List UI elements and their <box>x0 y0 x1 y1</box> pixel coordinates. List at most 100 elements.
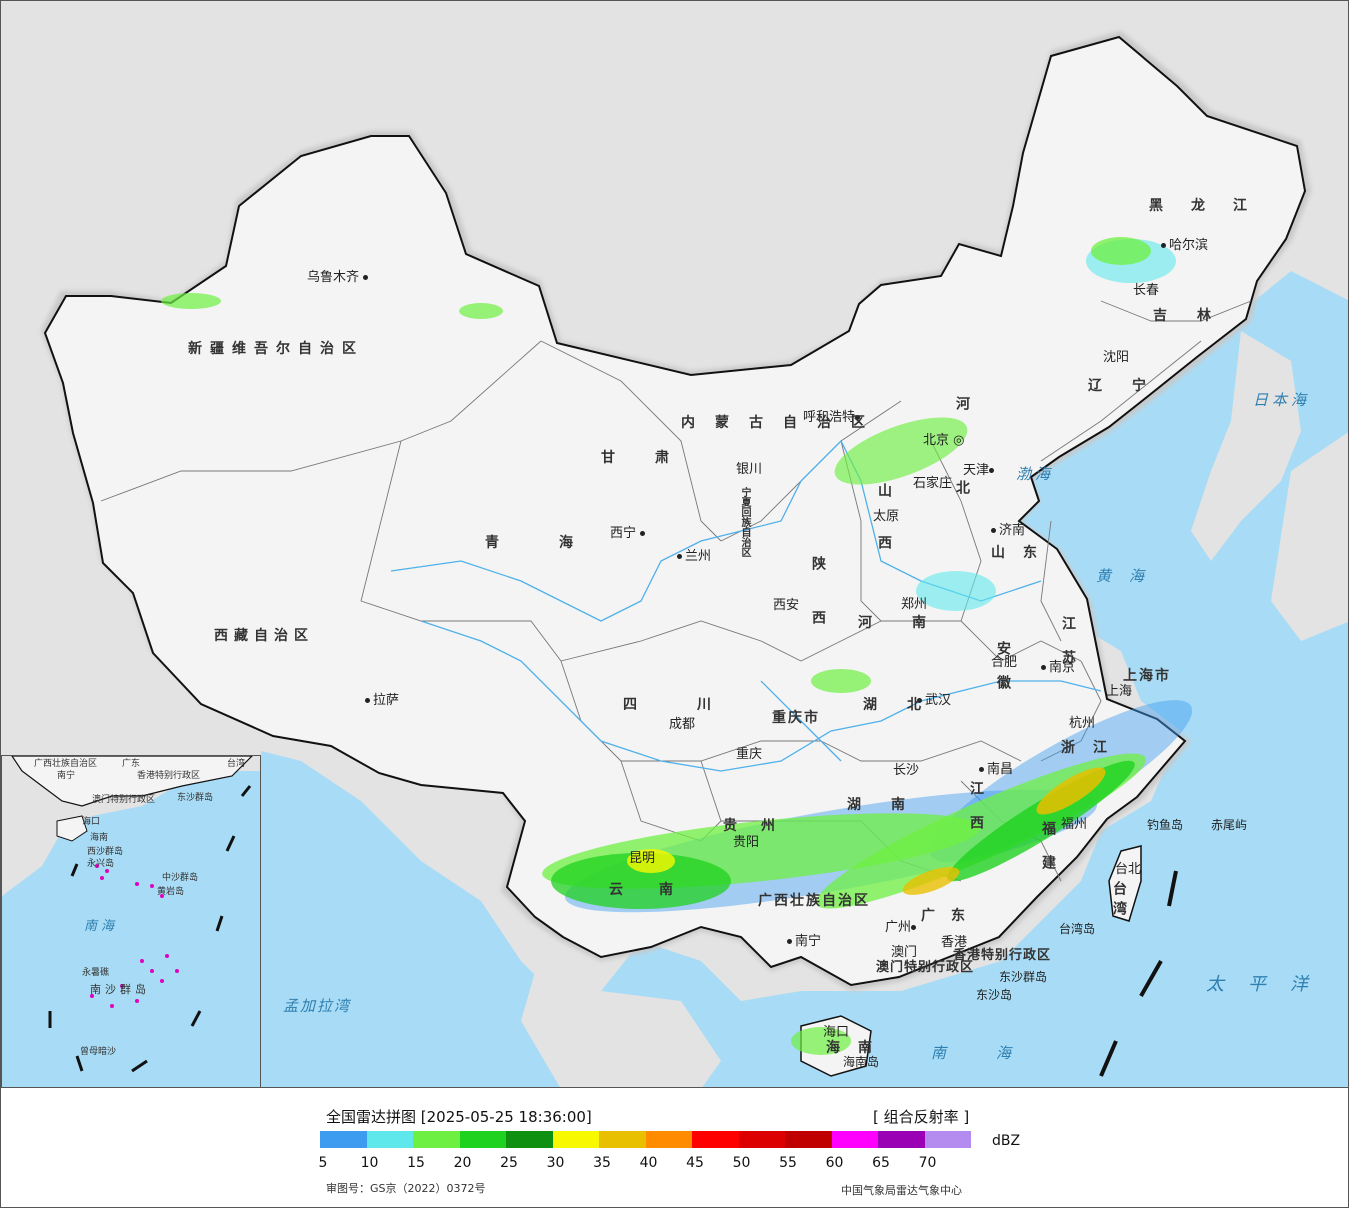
inset-label-guangxi: 广西壮族自治区 <box>34 759 98 769</box>
inset-label-mo: 澳门特别行政区 <box>92 795 156 805</box>
legend-swatch <box>320 1131 367 1148</box>
legend-tick-label: 20 <box>453 1155 472 1171</box>
island-chiwei: 赤尾屿 <box>1211 818 1248 832</box>
city-label: 银川 <box>736 462 763 477</box>
legend-tick-label: 30 <box>546 1155 565 1171</box>
city-label: 长沙 <box>893 763 920 778</box>
province-hk-sar: 香港特别行政区 <box>953 948 1052 963</box>
inset-label-taiwan: 台湾 <box>227 759 246 769</box>
city-label: 乌鲁木齐 <box>307 270 360 285</box>
radar-map[interactable]: 乌鲁木齐 拉萨 西宁 兰州 银川 呼和浩特 北京 ◎ 天津 石家庄 太原 济南 … <box>0 0 1349 1088</box>
city-label: 石家庄 <box>913 476 953 491</box>
city-chengdu: 成都 <box>669 718 695 731</box>
sea-riben: 日本海 <box>1253 391 1311 409</box>
city-wuhan: 武汉 <box>917 694 951 707</box>
city-zhengzhou: 郑州 <box>901 598 927 611</box>
province-taiwan: 台湾 <box>1111 881 1127 921</box>
island-diaoyu: 钓鱼岛 <box>1147 818 1184 832</box>
city-label: 西安 <box>773 598 800 613</box>
legend-color-bar <box>320 1131 971 1148</box>
city-label: 长春 <box>1133 283 1160 298</box>
city-changsha: 长沙 <box>893 764 919 777</box>
province-shanghai: 上海市 <box>1123 668 1171 684</box>
inset-label-nanhai: 南海 <box>84 919 119 934</box>
province-henan: 河南 <box>858 615 966 631</box>
china-land <box>43 35 1307 987</box>
legend-tick-label: 5 <box>318 1155 328 1171</box>
legend-tick-label: 15 <box>407 1155 425 1171</box>
city-label: 台北 <box>1115 862 1142 877</box>
inset-hainan <box>56 815 88 842</box>
legend-swatch <box>878 1131 925 1148</box>
radar-echoes <box>161 237 1193 1055</box>
city-yinchuan: 银川 <box>736 463 762 476</box>
city-shenyang: 沈阳 <box>1103 351 1129 364</box>
city-harbin: 哈尔滨 <box>1161 239 1208 252</box>
inset-label-xisha: 西沙群岛 <box>87 847 124 857</box>
city-label: 兰州 <box>685 549 712 564</box>
province-jilin: 吉林 <box>1153 308 1241 324</box>
province-heilongjiang: 黑龙江 <box>1149 198 1275 214</box>
inset-islands <box>90 864 179 1008</box>
japan <box>1271 432 1348 641</box>
map-review-number: 审图号：GS京（2022）0372号 <box>326 1182 486 1195</box>
taiwan-island <box>1108 845 1142 922</box>
legend-swatch <box>459 1131 506 1148</box>
province-shaanxi: 陕西 <box>810 556 826 664</box>
south-china-sea-inset: 广西壮族自治区 南宁 广东 香港特别行政区 澳门特别行政区 台湾 东沙群岛 海口… <box>1 755 261 1087</box>
province-jiangxi: 江西 <box>968 781 984 849</box>
city-label: 贵阳 <box>733 835 760 850</box>
inset-nine-dash <box>48 785 252 1073</box>
legend-tick-label: 45 <box>686 1155 704 1171</box>
province-sichuan: 四川 <box>623 697 771 713</box>
island-dongsha: 东沙岛 <box>976 988 1013 1002</box>
city-hangzhou: 杭州 <box>1069 717 1095 730</box>
province-neimenggu: 内蒙古自治区 <box>681 415 885 431</box>
city-lhasa: 拉萨 <box>365 694 399 707</box>
island-hainan: 海南岛 <box>843 1055 880 1069</box>
legend-tick-label: 40 <box>639 1155 658 1171</box>
inset-label-zengmu: 曾母暗沙 <box>80 1047 117 1057</box>
city-taibei: 台北 <box>1115 863 1141 876</box>
province-ningxia: 宁夏回族自治区 <box>739 487 750 557</box>
legend-swatch <box>599 1131 646 1148</box>
map-canvas <box>1 1 1348 1087</box>
province-liaoning: 辽宁 <box>1088 378 1176 394</box>
city-macau: 澳门 <box>891 946 917 959</box>
city-dot <box>911 925 917 930</box>
province-jiangsu: 江苏 <box>1060 616 1076 684</box>
city-label: 上海 <box>1106 684 1133 699</box>
sea-nanhai: 南海 <box>931 1044 1062 1062</box>
legend-swatch <box>413 1131 460 1148</box>
city-changchun: 长春 <box>1133 284 1159 297</box>
city-dot <box>1161 243 1166 248</box>
city-urumqi: 乌鲁木齐 <box>307 271 371 284</box>
korea-peninsula <box>1191 331 1301 561</box>
legend-swatch <box>738 1131 785 1148</box>
province-xinjiang: 新疆维吾尔自治区 <box>188 341 364 357</box>
city-label: 合肥 <box>991 655 1018 670</box>
city-shanghai: 上海 <box>1106 685 1132 698</box>
inset-label-huangyan: 黄岩岛 <box>157 887 185 897</box>
city-label: 海口 <box>823 1025 850 1040</box>
city-dot <box>640 531 646 536</box>
city-label: 广州 <box>885 920 912 935</box>
city-xian: 西安 <box>773 599 799 612</box>
city-label: 福州 <box>1061 817 1088 832</box>
legend-tick-label: 25 <box>500 1155 518 1171</box>
province-guizhou: 贵州 <box>723 818 799 834</box>
city-label: 成都 <box>669 717 696 732</box>
city-label: 天津 <box>963 463 990 478</box>
province-mo-sar: 澳门特别行政区 <box>876 960 975 975</box>
inset-label-hk: 香港特别行政区 <box>137 771 201 781</box>
province-xizang: 西藏自治区 <box>214 628 314 644</box>
province-shanxi: 山西 <box>876 483 892 587</box>
city-label: 武汉 <box>925 693 952 708</box>
city-label: 北京 <box>923 433 950 448</box>
capital-icon: ◎ <box>949 433 965 448</box>
city-nanjing: 南京 <box>1041 661 1075 674</box>
legend-swatch <box>645 1131 692 1148</box>
legend-swatch <box>552 1131 599 1148</box>
city-dot <box>991 528 996 533</box>
city-chongqing: 重庆 <box>736 748 762 761</box>
